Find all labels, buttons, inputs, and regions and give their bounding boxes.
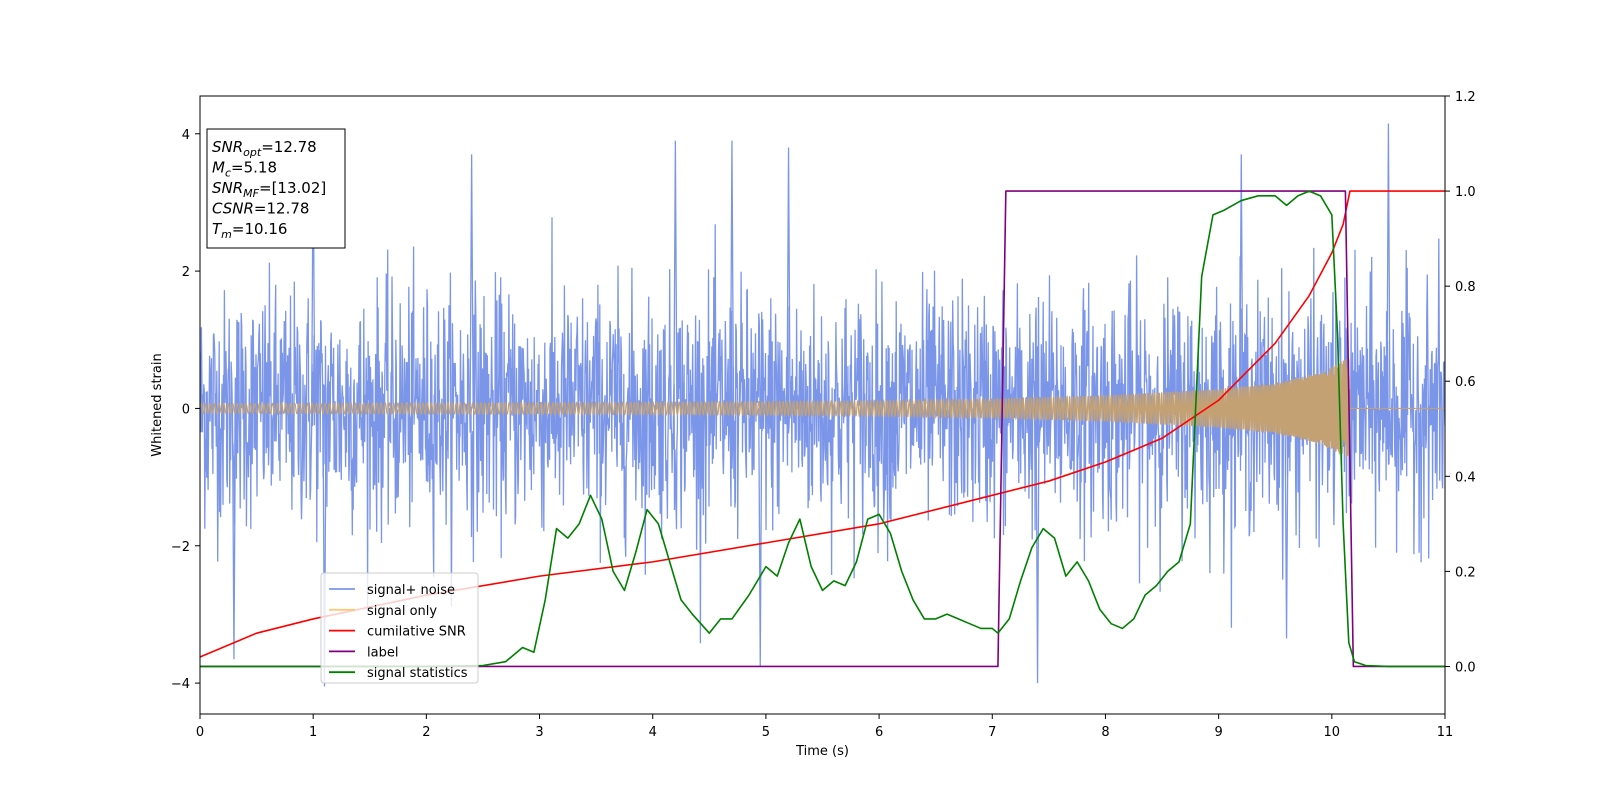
y-right-tick-label: 0.8 bbox=[1455, 280, 1476, 295]
info-value: =[13.02] bbox=[259, 179, 326, 197]
series-signal-statistics bbox=[200, 190, 1445, 668]
info-value: =12.78 bbox=[254, 200, 310, 218]
info-line: Tm=10.16 bbox=[212, 220, 287, 241]
legend-label: signal+ noise bbox=[367, 583, 455, 598]
noise-peak bbox=[469, 154, 474, 409]
noise-peak bbox=[729, 140, 735, 409]
legend-label: label bbox=[367, 645, 398, 660]
x-tick-label: 10 bbox=[1324, 725, 1341, 740]
y-right-tick-label: 0.4 bbox=[1455, 470, 1476, 485]
x-axis-label: Time (s) bbox=[795, 744, 849, 759]
x-tick-label: 1 bbox=[309, 725, 317, 740]
info-line: CSNR=12.78 bbox=[212, 200, 309, 218]
info-value: =5.18 bbox=[231, 159, 277, 177]
info-value: =12.78 bbox=[261, 138, 317, 156]
y-right-tick-label: 1.2 bbox=[1455, 90, 1476, 105]
noise-peak bbox=[322, 408, 327, 687]
y-tick-label: 2 bbox=[182, 265, 190, 280]
y-tick-label: 4 bbox=[182, 128, 190, 143]
axes: 0 1 2 3 4 5 6 7 8 9 10 11 −4 −2 0 2 4 0.0 0.2 0.4 0.6 0.8 1.0 1… bbox=[171, 90, 1476, 740]
y-tick-label: −2 bbox=[171, 540, 190, 555]
x-tick-label: 8 bbox=[1101, 725, 1109, 740]
info-subscript: c bbox=[225, 167, 231, 180]
plot-area bbox=[200, 123, 1445, 687]
info-symbol: SNR bbox=[212, 138, 243, 156]
info-line: SNRMF=[13.02] bbox=[212, 179, 326, 200]
legend-label: signal statistics bbox=[367, 666, 468, 681]
info-line: Mc=5.18 bbox=[212, 159, 277, 180]
series-signal-only bbox=[200, 358, 1445, 458]
x-tick-label: 4 bbox=[649, 725, 657, 740]
info-value: =10.16 bbox=[232, 220, 288, 238]
info-symbol: T bbox=[212, 220, 223, 238]
x-tick-label: 7 bbox=[988, 725, 996, 740]
x-tick-label: 9 bbox=[1214, 725, 1222, 740]
info-line: SNRopt=12.78 bbox=[212, 138, 317, 159]
y-right-tick-label: 0.2 bbox=[1455, 565, 1476, 580]
y-axis-label: Whitened strain bbox=[150, 353, 165, 456]
y-right-tick-label: 1.0 bbox=[1455, 185, 1476, 200]
y-right-tick-label: 0.0 bbox=[1455, 660, 1476, 675]
info-symbol: M bbox=[212, 159, 225, 177]
y-right-tick-label: 0.6 bbox=[1455, 375, 1476, 390]
legend-label: signal only bbox=[367, 604, 437, 619]
legend-frame bbox=[320, 572, 479, 684]
x-tick-label: 2 bbox=[422, 725, 430, 740]
legend-label: cumilative SNR bbox=[367, 625, 466, 640]
legend: signal+ noise signal only cumilative SNR la… bbox=[320, 572, 479, 684]
series-label bbox=[200, 190, 1445, 668]
info-symbol: CSNR bbox=[212, 200, 254, 218]
info-subscript: MF bbox=[243, 187, 259, 200]
x-tick-label: 0 bbox=[196, 725, 204, 740]
plot-frame bbox=[199, 95, 1446, 715]
noise-peak bbox=[1239, 154, 1244, 409]
y-tick-label: −4 bbox=[171, 677, 190, 692]
noise-peak bbox=[786, 147, 791, 409]
x-tick-label: 5 bbox=[762, 725, 770, 740]
x-tick-label: 11 bbox=[1437, 725, 1454, 740]
x-tick-label: 3 bbox=[535, 725, 543, 740]
info-symbol: SNR bbox=[212, 179, 243, 197]
noise-peak bbox=[1386, 123, 1391, 409]
info-box: SNRopt=12.78Mc=5.18SNRMF=[13.02]CSNR=12.… bbox=[206, 128, 346, 249]
info-subscript: m bbox=[221, 228, 232, 241]
noise-peak bbox=[1035, 408, 1040, 684]
y-tick-label: 0 bbox=[182, 402, 190, 417]
info-subscript: opt bbox=[243, 146, 262, 159]
noise-peak bbox=[673, 140, 678, 409]
x-tick-label: 6 bbox=[875, 725, 883, 740]
info-box-frame bbox=[206, 128, 346, 249]
